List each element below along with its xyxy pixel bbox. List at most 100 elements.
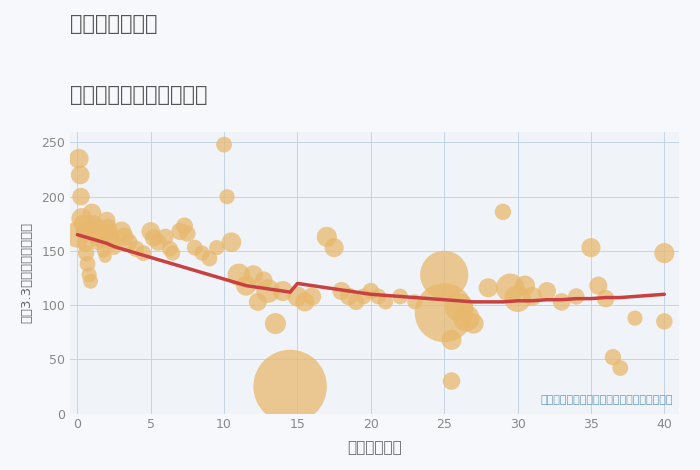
Point [75,171,86,179]
Text: 東京都府中市の: 東京都府中市の [70,14,158,34]
Point [116,227,127,235]
Point [252,298,263,306]
Point [79,227,90,235]
Point [226,238,237,246]
Point [179,222,190,230]
Point [138,249,149,257]
Point [108,244,120,251]
Point [600,295,611,302]
Point [659,318,670,325]
Point [585,244,596,251]
Point [97,238,108,246]
Point [505,284,516,291]
Point [123,238,134,246]
Point [85,277,96,285]
Point [95,231,106,238]
Point [307,293,318,300]
Point [164,245,176,252]
Point [80,249,92,257]
Point [98,247,109,255]
Point [83,271,94,279]
Point [541,287,552,295]
Point [299,298,310,306]
Point [88,220,99,227]
Point [92,238,104,246]
Point [160,233,171,241]
Point [336,287,347,295]
Point [277,287,288,295]
Point [182,230,193,237]
Point [233,271,244,279]
Point [148,234,159,242]
Point [174,227,186,235]
Point [570,293,582,300]
Point [189,244,200,251]
Point [497,208,508,216]
Point [167,249,178,257]
Point [86,209,97,217]
Point [482,284,493,291]
Y-axis label: 坪（3.3㎡）単価（万円）: 坪（3.3㎡）単価（万円） [20,222,33,323]
Point [107,238,118,246]
Point [372,293,384,300]
Point [241,282,252,290]
Point [454,304,465,311]
Point [659,249,670,257]
Point [71,231,83,238]
Point [204,255,215,262]
Point [221,193,232,200]
Point [380,298,391,306]
Text: 円の大きさは、取引のあった物件面積を示す: 円の大きさは、取引のあった物件面積を示す [540,395,673,405]
Point [512,295,523,302]
X-axis label: 築年数（年）: 築年数（年） [347,440,402,455]
Point [593,282,604,290]
Point [90,226,101,233]
Point [106,233,117,241]
Point [446,336,457,344]
Point [270,320,281,327]
Point [211,244,223,251]
Point [556,298,567,306]
Point [439,309,450,316]
Point [218,141,230,149]
Point [615,364,626,372]
Point [262,287,274,295]
Point [284,383,295,390]
Point [439,271,450,279]
Point [351,298,362,306]
Point [197,249,208,257]
Point [526,293,538,300]
Point [248,271,259,279]
Point [446,377,457,385]
Point [78,220,89,227]
Point [76,193,87,200]
Point [145,227,156,235]
Point [358,293,369,300]
Point [94,223,105,231]
Point [153,238,164,246]
Point [321,233,332,241]
Point [343,293,354,300]
Point [629,314,641,322]
Point [468,320,480,327]
Point [292,293,303,300]
Text: 築年数別中古戸建て価格: 築年数別中古戸建て価格 [70,85,207,105]
Point [104,227,116,235]
Point [119,233,130,241]
Point [461,314,472,322]
Point [74,155,85,163]
Point [99,252,111,260]
Point [328,244,339,251]
Point [80,240,91,247]
Point [76,215,88,222]
Point [608,353,619,361]
Point [91,234,102,242]
Point [519,282,531,290]
Point [103,223,114,231]
Point [410,298,421,306]
Point [101,217,112,224]
Point [395,293,406,300]
Point [130,245,141,252]
Point [82,260,93,268]
Point [365,287,377,295]
